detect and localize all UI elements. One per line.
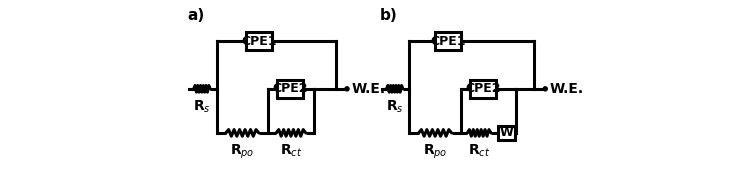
Bar: [470, 80, 496, 98]
Text: CPE1: CPE1: [430, 35, 466, 48]
Bar: [435, 32, 461, 50]
Text: W: W: [500, 126, 514, 139]
Text: R$_s$: R$_s$: [193, 99, 211, 115]
Text: b): b): [380, 8, 398, 23]
Bar: [277, 80, 303, 98]
Text: R$_{po}$: R$_{po}$: [423, 143, 447, 161]
Bar: [246, 32, 272, 50]
Circle shape: [543, 87, 548, 91]
Bar: [498, 126, 515, 140]
Text: W.E.: W.E.: [550, 82, 584, 96]
Text: R$_{ct}$: R$_{ct}$: [468, 143, 490, 159]
Text: W.E.: W.E.: [351, 82, 386, 96]
Text: CPE1: CPE1: [241, 35, 277, 48]
Text: CPE2: CPE2: [465, 82, 500, 95]
Text: R$_s$: R$_s$: [386, 99, 404, 115]
Text: a): a): [187, 8, 204, 23]
Text: CPE2: CPE2: [272, 82, 308, 95]
Circle shape: [345, 87, 349, 91]
Text: R$_{ct}$: R$_{ct}$: [280, 143, 302, 159]
Text: R$_{po}$: R$_{po}$: [230, 143, 255, 161]
